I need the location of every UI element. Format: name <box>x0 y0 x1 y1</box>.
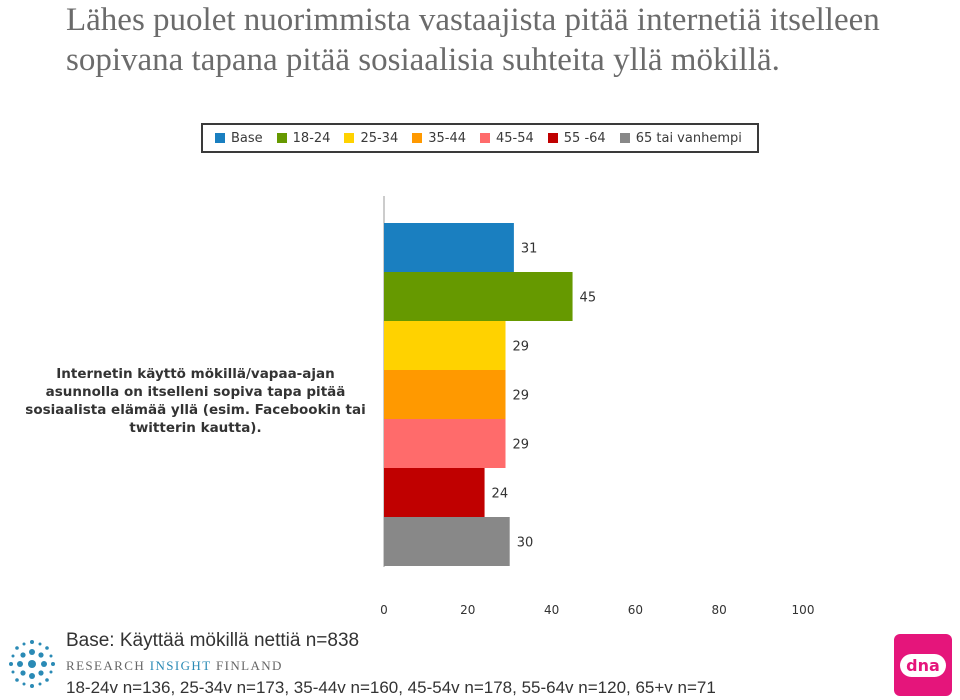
data-label: 24 <box>492 487 509 502</box>
legend-item: 65 tai vanhempi <box>619 130 742 146</box>
legend-label: 35-44 <box>428 130 466 146</box>
research-insight-finland-logo-icon <box>9 640 55 688</box>
category-label: Internetin käyttö mökillä/vapaa-ajan asu… <box>25 366 366 436</box>
dna-logo-text: dna <box>900 653 946 677</box>
sample-sizes-note: 18-24v n=136, 25-34v n=173, 35-44v n=160… <box>66 678 716 697</box>
bar <box>384 321 506 370</box>
legend-swatch <box>547 133 558 143</box>
legend-item: 25-34 <box>344 131 398 146</box>
legend-label: Base <box>231 130 263 146</box>
research-insight-finland-wordmark: RESEARCH INSIGHT FINLAND <box>66 658 283 674</box>
data-label: 30 <box>517 536 534 551</box>
legend-swatch <box>215 133 225 143</box>
x-tick-label: 80 <box>712 603 727 617</box>
dna-logo-icon: dna <box>894 634 952 696</box>
x-tick-label: 0 <box>380 603 388 617</box>
legend-swatch <box>619 133 630 143</box>
data-label: 31 <box>521 242 538 257</box>
x-tick-label: 100 <box>792 603 815 617</box>
legend-swatch <box>412 133 423 143</box>
rif-word-research: RESEARCH <box>66 658 146 673</box>
legend-swatch <box>276 133 287 143</box>
legend-item: 55 -64 <box>547 130 606 146</box>
chart-title: Lähes puolet nuorimmista vastaajista pit… <box>66 2 880 78</box>
bar <box>384 468 485 517</box>
legend-swatch <box>480 133 490 143</box>
base-note: Base: Käyttää mökillä nettiä n=838 <box>66 630 360 651</box>
rif-word-insight: INSIGHT <box>149 658 212 673</box>
legend-item: Base <box>215 131 263 146</box>
legend-label: 18-24 <box>292 130 331 146</box>
legend-label: 65 tai vanhempi <box>635 130 742 146</box>
data-label: 29 <box>513 340 530 355</box>
rif-word-finland: FINLAND <box>215 658 283 673</box>
legend: Base 18-24 25-34 35-44 45-54 55 -64 65 tai van… <box>201 123 759 153</box>
legend-item: 45-54 <box>480 131 534 146</box>
legend-swatch <box>344 133 355 143</box>
bar <box>384 223 514 272</box>
x-tick-label: 20 <box>460 603 475 617</box>
legend-label: 55 -64 <box>563 130 606 146</box>
legend-item: 18-24 <box>276 130 331 146</box>
legend-label: 45-54 <box>496 130 534 146</box>
bar <box>384 517 510 566</box>
x-tick-label: 40 <box>544 603 559 617</box>
legend-item: 35-44 <box>412 131 466 146</box>
bar <box>384 272 573 321</box>
bar <box>384 370 506 419</box>
x-tick-label: 60 <box>628 603 643 617</box>
data-label: 45 <box>580 291 597 306</box>
bar <box>384 419 506 468</box>
data-label: 29 <box>513 389 530 404</box>
legend-label: 25-34 <box>360 130 399 146</box>
data-label: 29 <box>513 438 530 453</box>
